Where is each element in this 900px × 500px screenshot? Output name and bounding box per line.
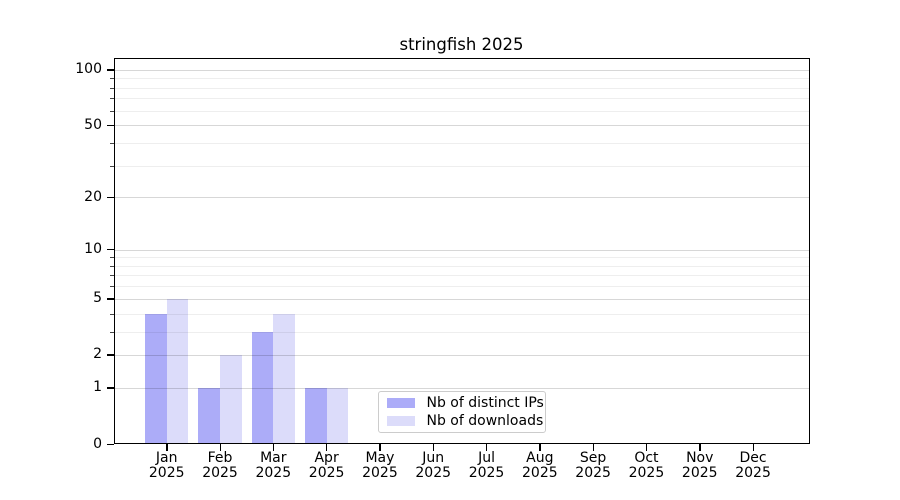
y-minor-tick-mark [110,87,114,89]
bar-mar-downloads [273,313,295,444]
y-tick-mark [106,298,114,300]
bar-feb-distinct-ips [198,387,220,444]
x-tick-label: Jan 2025 [148,450,185,481]
bar-mar-distinct-ips [251,331,274,444]
legend-item-distinct-ips: Nb of distinct IPs [386,395,544,411]
x-tick-label: Feb 2025 [202,450,238,481]
gridline-minor [113,275,810,277]
gridline-major [113,387,810,389]
x-tick-label: Sep 2025 [575,450,611,481]
x-tick-label: Mar 2025 [255,450,292,481]
chart-title: stringfish 2025 [399,35,524,54]
y-minor-tick-mark [110,275,114,277]
bar-apr-downloads [326,387,349,444]
bar-feb-downloads [220,354,242,444]
y-tick-label: 2 [93,346,102,363]
gridline-minor [113,165,810,167]
x-tick-label: Jul 2025 [468,450,505,481]
gridline-major [113,298,810,300]
y-minor-tick-mark [110,110,114,112]
y-tick-label: 10 [84,241,102,258]
x-tick-label: Nov 2025 [681,450,718,481]
x-tick-mark [326,444,328,451]
legend-swatch-downloads-icon [386,415,415,426]
y-minor-tick-mark [110,265,114,267]
x-tick-mark [379,444,381,451]
gridline-minor [113,313,810,315]
gridline-minor [113,331,810,333]
y-tick-label: 1 [93,379,102,396]
y-minor-tick-mark [110,98,114,100]
axes-spines [113,58,810,444]
gridline-minor [113,257,810,259]
y-minor-tick-mark [110,142,114,144]
y-minor-tick-mark [110,165,114,167]
y-tick-label: 5 [93,290,102,307]
x-tick-mark [486,444,488,451]
x-tick-mark [219,444,221,451]
legend-swatch-distinct-ips-icon [386,398,415,409]
x-tick-label: Oct 2025 [628,450,665,481]
legend: Nb of distinct IPs Nb of downloads [377,391,546,433]
gridline-minor [113,142,810,144]
bar-jan-downloads [166,298,189,444]
plot-area: Nb of distinct IPs Nb of downloads [113,58,810,444]
y-tick-mark [106,354,114,356]
y-tick-mark [106,249,114,251]
x-tick-mark [272,444,275,451]
gridline-major [113,197,810,199]
gridline-minor [113,98,810,100]
y-tick-mark [106,69,114,71]
gridline-major [113,125,810,127]
x-tick-label: Apr 2025 [308,450,345,481]
gridline-major [113,249,810,251]
x-tick-mark [645,444,648,451]
gridline-major [113,69,810,71]
x-tick-mark [432,444,435,451]
bar-apr-distinct-ips [305,387,327,444]
y-minor-tick-mark [110,331,114,333]
x-tick-mark [166,444,168,451]
y-tick-label: 50 [84,116,102,133]
y-tick-mark [106,124,114,127]
y-minor-tick-mark [110,78,114,80]
gridline-minor [113,110,810,112]
x-tick-mark [699,444,701,451]
x-tick-label: Aug 2025 [522,450,558,481]
y-tick-label: 100 [75,61,102,78]
legend-label-downloads: Nb of downloads [426,412,544,429]
x-tick-label: Dec 2025 [735,450,771,481]
gridline-minor [113,286,810,288]
y-minor-tick-mark [110,257,114,259]
bar-jan-distinct-ips [145,313,167,444]
legend-item-downloads: Nb of downloads [386,413,543,429]
legend-label-distinct-ips: Nb of distinct IPs [426,395,544,412]
x-tick-mark [752,444,754,451]
y-tick-mark [106,443,114,445]
x-tick-label: Jun 2025 [415,450,452,481]
gridline-minor [113,87,810,89]
y-tick-label: 20 [84,188,102,205]
x-tick-mark [592,444,594,451]
x-tick-label: May 2025 [362,450,398,481]
y-minor-tick-mark [110,313,114,315]
gridline-minor [113,265,810,267]
y-tick-mark [106,196,114,199]
gridline-minor [113,78,810,80]
x-tick-mark [539,444,541,451]
y-tick-mark [106,387,114,389]
y-tick-label: 0 [93,435,102,452]
y-minor-tick-mark [110,286,114,288]
gridline-major [113,354,810,356]
